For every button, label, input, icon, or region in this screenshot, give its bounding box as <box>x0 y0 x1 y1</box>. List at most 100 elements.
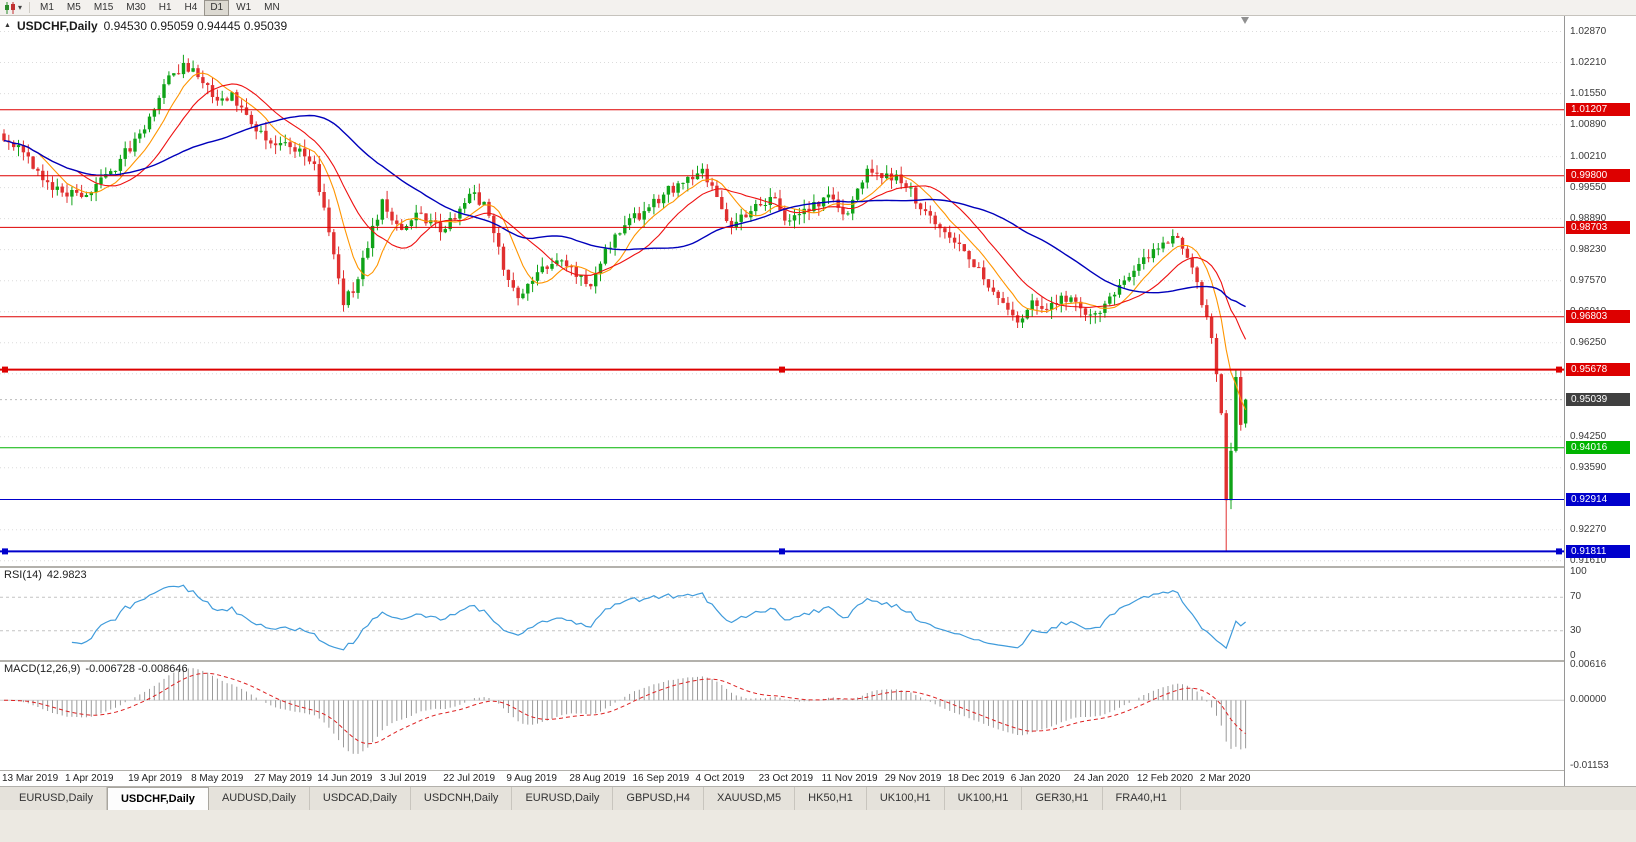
panel-divider[interactable] <box>0 566 1564 568</box>
panel-divider[interactable] <box>0 660 1564 662</box>
date-label: 28 Aug 2019 <box>569 773 626 784</box>
macd-panel: MACD(12,26,9) -0.006728 -0.008646 <box>0 662 1564 770</box>
date-label: 27 May 2019 <box>254 773 313 784</box>
date-label: 29 Nov 2019 <box>884 773 942 784</box>
rsi-tick-label: 100 <box>1570 566 1587 577</box>
line-price-label: 0.95678 <box>1566 363 1630 377</box>
timeframe-button-m15[interactable]: M15 <box>93 1 114 13</box>
price-tick-label: 0.98890 <box>1570 212 1607 224</box>
timeframe-button-d1[interactable]: D1 <box>204 0 230 16</box>
chart-type-icon[interactable] <box>3 1 17 14</box>
rsi-tick-label: 0 <box>1570 650 1576 661</box>
chart-tab-gbpusd-h4[interactable]: GBPUSD,H4 <box>613 787 704 810</box>
chart-tab-uk100-h1[interactable]: UK100,H1 <box>867 787 945 810</box>
current-price-label: 0.95039 <box>1566 393 1630 407</box>
rsi-tick-label: 30 <box>1570 624 1582 636</box>
price-tick-label: 0.99550 <box>1570 181 1607 193</box>
price-tick-label: 0.94250 <box>1570 430 1607 442</box>
price-tick-label: 0.96250 <box>1570 336 1607 348</box>
timeframe-button-m5[interactable]: M5 <box>66 1 81 13</box>
timeframe-button-h1[interactable]: H1 <box>158 1 172 13</box>
chart-tab-xauusd-m5[interactable]: XAUUSD,M5 <box>704 787 796 810</box>
timeframe-button-w1[interactable]: W1 <box>236 1 252 13</box>
rsi-value: 42.9823 <box>46 569 87 581</box>
chart-plots: ▲ USDCHF,Daily 0.94530 0.95059 0.94445 0… <box>0 16 1564 786</box>
chart-tab-usdchf-daily[interactable]: USDCHF,Daily <box>106 787 209 810</box>
date-label: 2 Mar 2020 <box>1199 773 1251 784</box>
price-tick-label: 1.02870 <box>1570 25 1607 37</box>
price-tick-label: 1.00890 <box>1570 118 1607 130</box>
chart-ohlc-values: 0.94530 0.95059 0.94445 0.95039 <box>103 19 288 33</box>
price-tick-label: 0.92270 <box>1570 523 1607 535</box>
price-tick-label: 0.93590 <box>1570 461 1607 473</box>
macd-canvas[interactable] <box>0 662 1564 770</box>
chart-tab-audusd-daily[interactable]: AUDUSD,Daily <box>209 787 310 810</box>
chevron-down-icon[interactable]: ▾ <box>18 3 23 12</box>
macd-title: MACD(12,26,9) <box>4 663 81 675</box>
date-label: 14 Jun 2019 <box>317 773 373 784</box>
chart-symbol-period: USDCHF,Daily <box>16 19 98 33</box>
price-tick-label: 1.01550 <box>1570 87 1607 99</box>
chart-tab-eurusd-daily[interactable]: EURUSD,Daily <box>6 787 107 810</box>
rsi-canvas[interactable] <box>0 568 1564 660</box>
line-price-label: 0.91811 <box>1566 544 1630 558</box>
timeframe-button-m30[interactable]: M30 <box>126 1 146 13</box>
chart-tabbar: EURUSD,Daily USDCHF,Daily AUDUSD,Daily USDC… <box>0 786 1636 810</box>
chart-tab-ger30-h1[interactable]: GER30,H1 <box>1022 787 1103 810</box>
time-axis[interactable]: 13 Mar 2019 1 Apr 2019 19 Apr 2019 8 May 20… <box>0 770 1564 786</box>
line-price-label: 0.98703 <box>1566 220 1630 234</box>
line-price-label: 0.94016 <box>1566 441 1630 455</box>
date-label: 11 Nov 2019 <box>821 773 878 784</box>
chart-window: ▲ USDCHF,Daily 0.94530 0.95059 0.94445 0… <box>0 16 1636 786</box>
timeframe-buttons: M1 M5 M15 M30 H1 H4 D1 W1 MN <box>34 0 286 16</box>
chart-tab-hk50-h1[interactable]: HK50,H1 <box>795 787 867 810</box>
timeframe-toolbar: ▾ M1 M5 M15 M30 H1 H4 D1 W1 MN <box>0 0 1636 16</box>
date-label: 8 May 2019 <box>191 773 244 784</box>
date-label: 18 Dec 2019 <box>947 773 1005 784</box>
price-tick-label: 0.97570 <box>1570 274 1607 286</box>
rsi-label: RSI(14) 42.9823 <box>4 569 87 581</box>
price-chart-canvas[interactable] <box>0 16 1564 566</box>
timeframe-button-m1[interactable]: M1 <box>40 1 54 13</box>
price-panel: ▲ USDCHF,Daily 0.94530 0.95059 0.94445 0… <box>0 16 1564 566</box>
macd-tick-label: 0.00000 <box>1570 694 1607 706</box>
line-price-label: 0.96803 <box>1566 310 1630 324</box>
rsi-title: RSI(14) <box>4 569 42 581</box>
chart-marker-icon: ▲ <box>4 22 11 29</box>
date-label: 1 Apr 2019 <box>65 773 114 784</box>
chart-tab-fra40-h1[interactable]: FRA40,H1 <box>1103 787 1181 810</box>
price-tick-label: 0.98230 <box>1570 243 1607 255</box>
chart-tab-usdcnh-daily[interactable]: USDCNH,Daily <box>411 787 513 810</box>
date-label: 23 Oct 2019 <box>758 773 814 784</box>
chart-tab-uk100-h1[interactable]: UK100,H1 <box>945 787 1023 810</box>
rsi-tick-label: 70 <box>1570 591 1582 603</box>
price-axis[interactable]: 1.02870 1.02210 1.01550 1.00890 1.00210 0.995… <box>1564 16 1636 786</box>
macd-label: MACD(12,26,9) -0.006728 -0.008646 <box>4 663 188 675</box>
macd-value: -0.006728 -0.008646 <box>85 663 188 675</box>
date-label: 24 Jan 2020 <box>1073 773 1129 784</box>
price-tick-label: 1.00210 <box>1570 150 1607 162</box>
date-label: 4 Oct 2019 <box>695 773 745 784</box>
line-price-label: 0.92914 <box>1566 493 1630 506</box>
date-label: 13 Mar 2019 <box>2 773 59 784</box>
timeframe-button-h4[interactable]: H4 <box>184 1 198 13</box>
date-label: 22 Jul 2019 <box>443 773 496 784</box>
toolbar-divider <box>29 2 31 13</box>
price-tick-label: 0.91610 <box>1570 554 1607 566</box>
rsi-panel: RSI(14) 42.9823 <box>0 568 1564 660</box>
date-label: 19 Apr 2019 <box>128 773 183 784</box>
date-label: 16 Sep 2019 <box>632 773 690 784</box>
date-label: 9 Aug 2019 <box>506 773 557 784</box>
window-filler <box>0 810 1636 842</box>
date-label: 12 Feb 2020 <box>1136 773 1194 784</box>
date-label: 6 Jan 2020 <box>1010 773 1061 784</box>
price-tick-label: 1.02210 <box>1570 56 1607 68</box>
chart-tab-eurusd-daily[interactable]: EURUSD,Daily <box>512 787 614 810</box>
line-price-label: 0.99800 <box>1566 169 1630 183</box>
timeframe-button-mn[interactable]: MN <box>264 1 280 13</box>
macd-tick-label: 0.00616 <box>1570 659 1607 671</box>
chart-tab-usdcad-daily[interactable]: USDCAD,Daily <box>310 787 411 810</box>
chart-title: ▲ USDCHF,Daily 0.94530 0.95059 0.94445 0… <box>4 19 287 33</box>
line-price-label: 1.01207 <box>1566 103 1630 117</box>
